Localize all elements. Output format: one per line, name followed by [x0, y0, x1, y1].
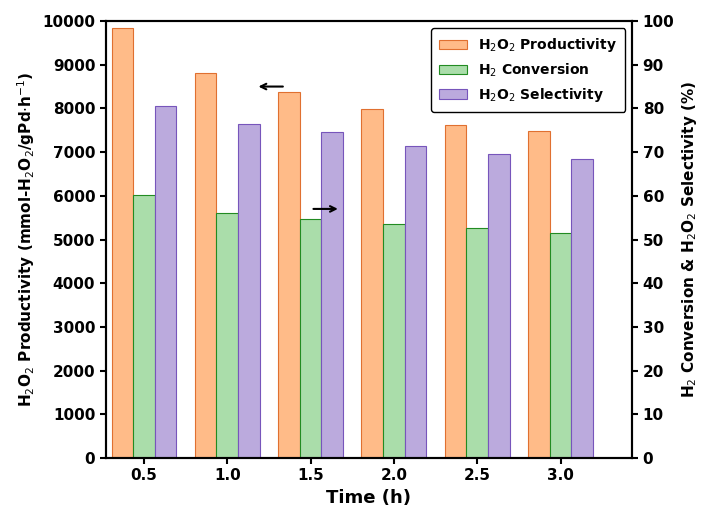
Bar [571, 159, 593, 458]
Bar [300, 219, 321, 458]
Bar [238, 124, 260, 458]
Bar [278, 92, 300, 458]
Y-axis label: H$_2$ Conversion & H$_2$O$_2$ Selectivity (%): H$_2$ Conversion & H$_2$O$_2$ Selectivit… [680, 81, 699, 398]
Bar [155, 106, 176, 458]
Bar [361, 109, 383, 458]
Bar [445, 125, 466, 458]
Bar [405, 146, 426, 458]
X-axis label: Time (h): Time (h) [326, 489, 411, 507]
Bar [488, 155, 510, 458]
Bar [528, 131, 550, 458]
Bar [111, 28, 134, 458]
Legend: H$_2$O$_2$ Productivity, H$_2$ Conversion, H$_2$O$_2$ Selectivity: H$_2$O$_2$ Productivity, H$_2$ Conversio… [431, 28, 625, 112]
Bar [466, 228, 488, 458]
Bar [134, 195, 155, 458]
Bar [383, 224, 405, 458]
Bar [216, 213, 238, 458]
Bar [321, 133, 343, 458]
Bar [195, 73, 216, 458]
Y-axis label: H$_2$O$_2$ Productivity (mmol-H$_2$O$_2$/gPd$\cdot$h$^{-1}$): H$_2$O$_2$ Productivity (mmol-H$_2$O$_2$… [15, 72, 36, 407]
Bar [550, 232, 571, 458]
